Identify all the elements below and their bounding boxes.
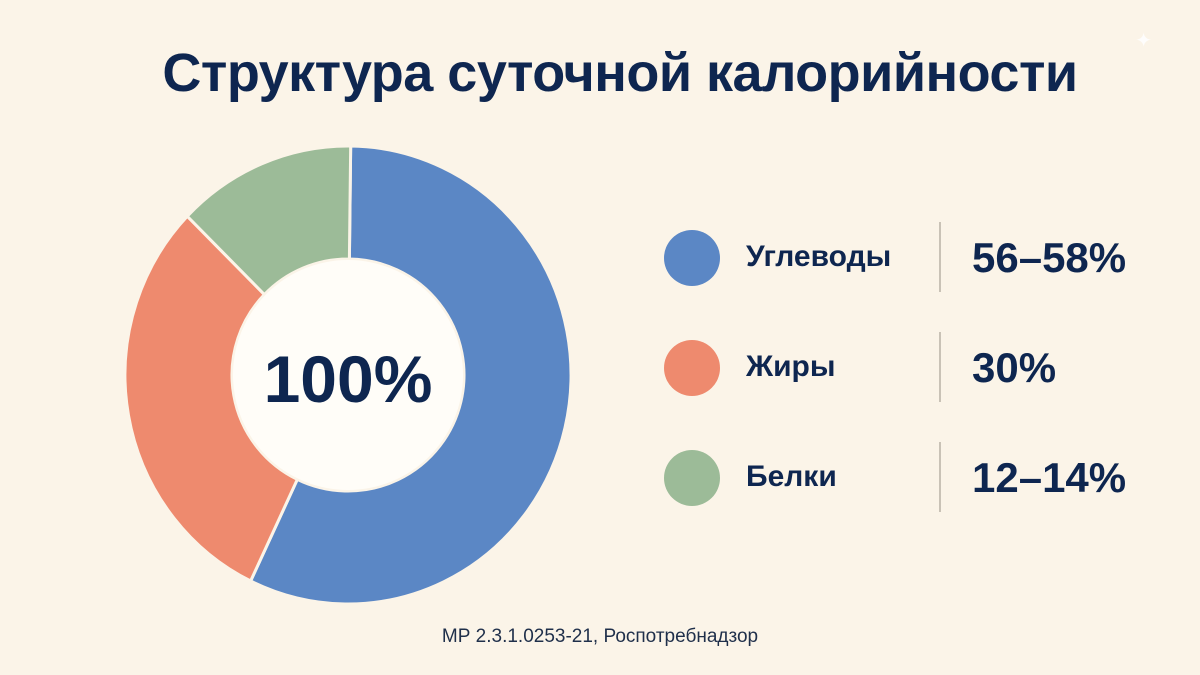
legend-value-carbs: 56–58% bbox=[972, 234, 1127, 281]
legend-item-proteins: Белки 12–14% bbox=[664, 442, 1184, 514]
legend-item-carbs: Углеводы 56–58% bbox=[664, 222, 1184, 294]
legend-label-carbs: Углеводы bbox=[746, 240, 892, 273]
donut-slice-fats bbox=[123, 214, 300, 584]
legend-divider bbox=[939, 332, 941, 402]
legend-label-fats: Жиры bbox=[746, 350, 836, 383]
legend-dot-fats bbox=[664, 340, 720, 396]
page-title: Структура суточной калорийности bbox=[162, 43, 1078, 103]
donut-slice-carbs bbox=[248, 144, 573, 606]
legend-divider bbox=[939, 222, 941, 292]
donut-slice-proteins bbox=[185, 144, 353, 297]
legend-value-fats: 30% bbox=[972, 344, 1057, 391]
sparkle-icon: ✦ bbox=[1135, 30, 1152, 52]
legend-dot-proteins bbox=[664, 450, 720, 506]
legend-dot-carbs bbox=[664, 230, 720, 286]
donut-center-label: 100% bbox=[264, 342, 433, 416]
legend-item-fats: Жиры 30% bbox=[664, 332, 1184, 404]
donut-svg: 100% bbox=[123, 144, 573, 606]
legend-label-proteins: Белки bbox=[746, 460, 837, 493]
donut-chart: 100% bbox=[123, 140, 588, 610]
legend-value-proteins: 12–14% bbox=[972, 454, 1127, 501]
donut-slices bbox=[123, 144, 573, 606]
source-note: МР 2.3.1.0253-21, Роспотребнадзор bbox=[441, 626, 759, 647]
legend-divider bbox=[939, 442, 941, 512]
legend: Углеводы 56–58% Жиры 30% Белки 12–14% bbox=[664, 222, 1184, 552]
donut-hole bbox=[233, 260, 463, 490]
